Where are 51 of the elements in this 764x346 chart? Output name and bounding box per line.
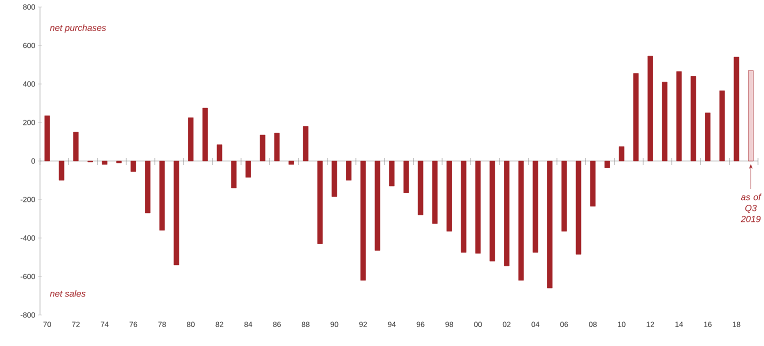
bar	[389, 160, 395, 186]
bar	[604, 160, 610, 168]
bar	[360, 160, 366, 281]
bar	[73, 132, 79, 162]
bar	[561, 160, 567, 232]
bar	[633, 73, 639, 162]
bar	[202, 108, 208, 162]
bar	[102, 160, 108, 165]
bar	[475, 160, 481, 254]
bar	[274, 132, 280, 162]
bar	[159, 160, 165, 230]
bar	[44, 116, 50, 162]
bar	[374, 160, 380, 251]
bar	[748, 70, 754, 162]
bar	[719, 90, 725, 162]
bar	[130, 160, 136, 172]
bar	[231, 160, 237, 188]
bar	[460, 160, 466, 253]
bar	[490, 160, 496, 262]
bar	[676, 71, 682, 162]
bar	[504, 160, 510, 266]
bar	[618, 146, 624, 162]
bar	[174, 160, 180, 266]
bar	[662, 82, 668, 162]
bar	[302, 126, 308, 162]
bar	[590, 160, 596, 206]
bar	[332, 160, 338, 197]
bar	[188, 117, 194, 162]
bar	[734, 56, 740, 162]
bar	[532, 160, 538, 253]
bar	[576, 160, 582, 255]
annotation: net sales	[50, 290, 86, 297]
bar	[288, 160, 294, 165]
bar	[260, 134, 266, 162]
bar	[246, 160, 251, 178]
bar	[690, 76, 696, 162]
annotation: net purchases	[50, 24, 106, 33]
bar	[145, 160, 150, 214]
bar	[518, 160, 524, 281]
annotation: as of Q3 2019	[740, 194, 762, 222]
bar	[446, 160, 452, 232]
bar	[648, 56, 654, 162]
bar	[317, 160, 323, 244]
bar	[432, 160, 438, 224]
bar	[418, 160, 424, 216]
bar	[346, 160, 352, 180]
bar	[547, 160, 552, 288]
bar	[705, 112, 710, 162]
bar	[216, 144, 222, 162]
bar	[58, 160, 64, 180]
bar	[403, 160, 409, 193]
